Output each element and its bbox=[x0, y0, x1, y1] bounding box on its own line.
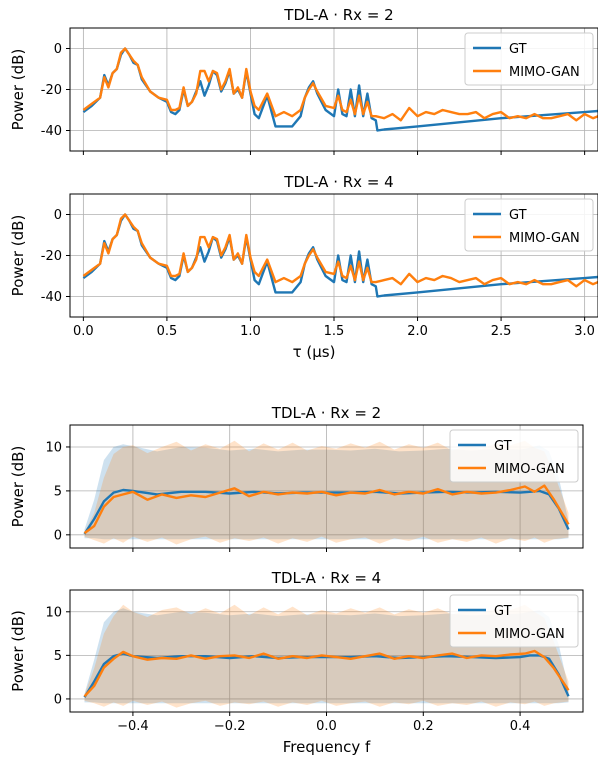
legend-label-mimo-gan: MIMO-GAN bbox=[509, 65, 580, 80]
y-tick-label: 0 bbox=[54, 208, 62, 223]
legend-label-gt: GT bbox=[494, 439, 512, 454]
y-tick-label: -40 bbox=[41, 124, 62, 139]
x-axis-label: Frequency f bbox=[283, 738, 371, 756]
chart-panel-4: −0.4 −0.2 0.0 0.2 0.4 0 5 10 TDL-A · Rx = 4 Power… bbox=[9, 569, 584, 756]
series-line-mimo-gan bbox=[82, 213, 598, 288]
legend: GT MIMO-GAN bbox=[449, 594, 579, 648]
x-tick-label: 2.0 bbox=[407, 324, 428, 339]
chart-panel-1: 0 -20 -40 TDL-A · Rx = 2 Power (dB) GT MIMO-GA… bbox=[9, 6, 598, 155]
y-axis-label: Power (dB) bbox=[9, 215, 27, 297]
legend: GT MIMO-GAN bbox=[464, 32, 594, 86]
plot-area bbox=[83, 440, 570, 545]
x-tick-label: −0.4 bbox=[117, 719, 149, 734]
legend: GT MIMO-GAN bbox=[464, 198, 594, 252]
chart-title: TDL-A · Rx = 4 bbox=[271, 569, 381, 587]
y-tick-label: 0 bbox=[54, 692, 62, 707]
x-tick-label: −0.2 bbox=[214, 719, 246, 734]
chart-title: TDL-A · Rx = 2 bbox=[271, 404, 381, 422]
x-tick-label: 0.0 bbox=[316, 719, 337, 734]
y-tick-label: 5 bbox=[54, 649, 62, 664]
y-axis-label: Power (dB) bbox=[9, 446, 27, 528]
x-tick-label: 2.5 bbox=[491, 324, 512, 339]
y-axis-label: Power (dB) bbox=[9, 49, 27, 131]
chart-title: TDL-A · Rx = 4 bbox=[283, 173, 393, 191]
series-line-mimo-gan bbox=[83, 649, 570, 698]
y-tick-label: 0 bbox=[54, 42, 62, 57]
legend-label-gt: GT bbox=[509, 208, 527, 223]
x-tick-label: 0.2 bbox=[413, 719, 434, 734]
chart-title: TDL-A · Rx = 2 bbox=[283, 6, 393, 24]
legend: GT MIMO-GAN bbox=[449, 429, 579, 483]
plot-area bbox=[82, 213, 598, 298]
chart-panel-2: 0.0 0.5 1.0 1.5 2.0 2.5 3.0 0 -20 -40 TDL-A · Rx =… bbox=[9, 173, 598, 361]
y-tick-label: 5 bbox=[54, 484, 62, 499]
y-tick-label: 10 bbox=[45, 605, 62, 620]
legend-label-gt: GT bbox=[494, 604, 512, 619]
y-tick-label: 0 bbox=[54, 528, 62, 543]
y-axis-label: Power (dB) bbox=[9, 610, 27, 692]
series-line-mimo-gan bbox=[82, 47, 598, 122]
legend-label-gt: GT bbox=[509, 42, 527, 57]
y-tick-label: 10 bbox=[45, 440, 62, 455]
chart-panel-3: 0 5 10 TDL-A · Rx = 2 Power (dB) GT MIMO-GAN bbox=[9, 404, 584, 552]
y-tick-label: -40 bbox=[41, 290, 62, 305]
legend-label-mimo-gan: MIMO-GAN bbox=[494, 462, 565, 477]
legend-label-mimo-gan: MIMO-GAN bbox=[509, 231, 580, 246]
x-tick-label: 3.0 bbox=[574, 324, 595, 339]
plot-area bbox=[82, 47, 598, 132]
x-tick-label: 1.5 bbox=[324, 324, 345, 339]
y-tick-label: -20 bbox=[41, 83, 62, 98]
x-tick-label: 1.0 bbox=[240, 324, 261, 339]
legend-label-mimo-gan: MIMO-GAN bbox=[494, 627, 565, 642]
x-tick-label: 0.4 bbox=[510, 719, 531, 734]
x-tick-label: 0.5 bbox=[157, 324, 178, 339]
x-axis-label: τ (μs) bbox=[293, 343, 336, 361]
series-line-mimo-gan bbox=[83, 484, 570, 535]
plot-area bbox=[83, 604, 570, 708]
x-tick-label: 0.0 bbox=[73, 324, 94, 339]
y-tick-label: -20 bbox=[41, 249, 62, 264]
